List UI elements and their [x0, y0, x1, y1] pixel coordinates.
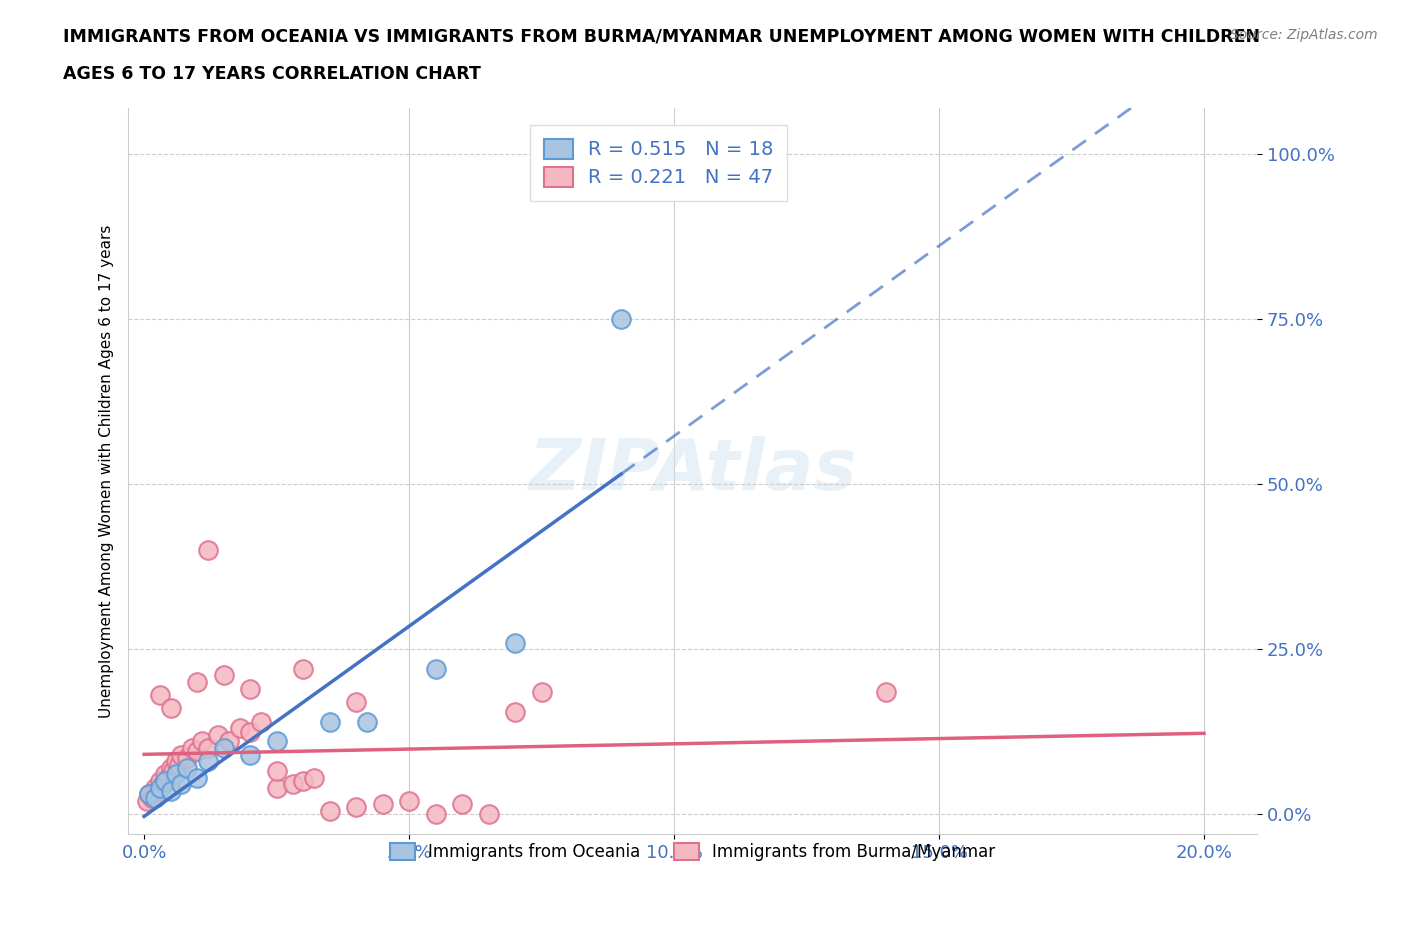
Point: [318, 714, 340, 729]
Point: [149, 688, 172, 703]
Point: [176, 751, 198, 765]
Point: [318, 804, 340, 818]
Point: [170, 747, 193, 762]
Point: [266, 780, 288, 795]
Point: [398, 793, 420, 808]
Point: [610, 312, 633, 326]
Legend: Immigrants from Oceania, Immigrants from Burma/Myanmar: Immigrants from Oceania, Immigrants from…: [381, 834, 1004, 870]
Point: [165, 767, 187, 782]
Point: [302, 770, 325, 785]
Point: [180, 740, 202, 755]
Point: [239, 682, 262, 697]
Point: [207, 727, 229, 742]
Point: [165, 754, 187, 769]
Text: AGES 6 TO 17 YEARS CORRELATION CHART: AGES 6 TO 17 YEARS CORRELATION CHART: [63, 65, 481, 83]
Text: IMMIGRANTS FROM OCEANIA VS IMMIGRANTS FROM BURMA/MYANMAR UNEMPLOYMENT AMONG WOME: IMMIGRANTS FROM OCEANIA VS IMMIGRANTS FR…: [63, 28, 1260, 46]
Point: [135, 793, 157, 808]
Point: [356, 714, 378, 729]
Point: [162, 764, 184, 778]
Point: [176, 761, 198, 776]
Point: [143, 790, 166, 805]
Point: [503, 635, 526, 650]
Point: [149, 780, 172, 795]
Text: Source: ZipAtlas.com: Source: ZipAtlas.com: [1230, 28, 1378, 42]
Point: [186, 744, 208, 759]
Point: [292, 661, 315, 676]
Point: [292, 774, 315, 789]
Point: [197, 740, 219, 755]
Point: [159, 784, 181, 799]
Point: [249, 714, 271, 729]
Point: [155, 767, 177, 782]
Point: [159, 761, 181, 776]
Point: [425, 806, 447, 821]
Point: [138, 787, 160, 802]
Point: [146, 784, 169, 799]
Point: [478, 806, 501, 821]
Point: [239, 724, 262, 739]
Point: [191, 734, 214, 749]
Point: [344, 695, 367, 710]
Point: [266, 734, 288, 749]
Point: [149, 774, 172, 789]
Point: [186, 770, 208, 785]
Point: [212, 740, 235, 755]
Point: [266, 764, 288, 778]
Point: [197, 543, 219, 558]
Point: [281, 777, 304, 791]
Point: [371, 797, 394, 812]
Point: [141, 790, 163, 805]
Point: [239, 747, 262, 762]
Point: [138, 787, 160, 802]
Point: [152, 777, 174, 791]
Text: ZIPAtlas: ZIPAtlas: [529, 436, 856, 505]
Point: [228, 721, 250, 736]
Point: [170, 777, 193, 791]
Point: [167, 757, 190, 772]
Point: [212, 668, 235, 683]
Point: [155, 774, 177, 789]
Point: [503, 704, 526, 719]
Point: [156, 770, 179, 785]
Point: [425, 661, 447, 676]
Point: [186, 674, 208, 689]
Point: [344, 800, 367, 815]
Point: [143, 780, 166, 795]
Point: [218, 734, 240, 749]
Point: [159, 701, 181, 716]
Point: [530, 684, 553, 699]
Point: [875, 684, 897, 699]
Point: [197, 754, 219, 769]
Y-axis label: Unemployment Among Women with Children Ages 6 to 17 years: Unemployment Among Women with Children A…: [100, 224, 114, 718]
Point: [451, 797, 474, 812]
